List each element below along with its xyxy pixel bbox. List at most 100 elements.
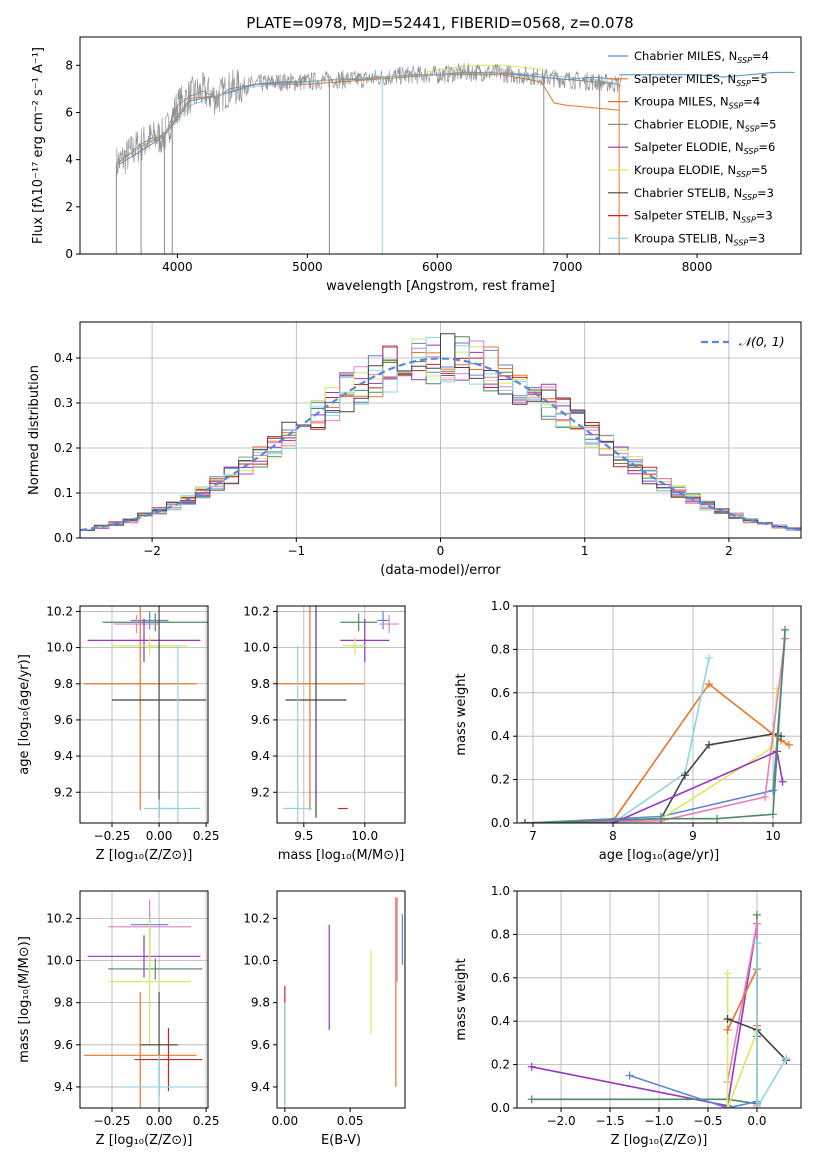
y-tick-label: 0.4 — [491, 1014, 510, 1028]
panel-weight-vs-Z: −2.0 −1.5 −1.0 −0.5 0.0 0.0 0.2 0.4 0.6 0.8 1.0 Z [… — [454, 884, 802, 1148]
x-tick-label: 6000 — [422, 260, 453, 274]
legend-label-tail: =3 — [757, 186, 774, 200]
y-tick-label: 0.4 — [491, 729, 510, 743]
legend-label: Kroupa STELIB, NSSP=3 — [634, 231, 765, 247]
y-tick-label: 9.6 — [251, 713, 270, 727]
y-tick-label: 9.8 — [54, 996, 73, 1010]
x-tick-label: 9 — [689, 829, 697, 843]
legend-label-sub: SSP — [744, 147, 759, 156]
y-tick-label: 9.8 — [54, 677, 73, 691]
y-tick-label: 2 — [65, 200, 73, 214]
y-tick-label: 9.6 — [54, 1038, 73, 1052]
legend-label-tail: =5 — [760, 117, 777, 131]
legend-label-main: Chabrier ELODIE, N — [634, 117, 745, 131]
x-tick-label: 2 — [725, 544, 733, 558]
legend-label: Chabrier ELODIE, NSSP=5 — [634, 117, 776, 133]
y-tick-label: 0.6 — [491, 686, 510, 700]
legend-label: Kroupa ELODIE, NSSP=5 — [634, 163, 768, 179]
y-tick-label: 0.8 — [491, 927, 510, 941]
y-tick-label: 10.0 — [46, 641, 73, 655]
x-tick-label: −0.25 — [94, 1114, 131, 1128]
axes-frame — [276, 605, 406, 824]
y-tick-label: 9.2 — [251, 785, 270, 799]
data-point-marker — [625, 1071, 634, 1080]
spectrum-data-noise — [116, 62, 622, 184]
y-tick-label: 9.4 — [54, 1080, 73, 1094]
data-point-marker — [785, 740, 793, 749]
y-tick-label: 9.6 — [54, 713, 73, 727]
axes-frame — [79, 890, 209, 1109]
x-axis-label: age [log₁₀(age/yr)] — [599, 848, 720, 863]
x-tick-label: −0.5 — [693, 1114, 722, 1128]
x-tick-label: 8000 — [682, 260, 713, 274]
y-tick-label: 10.0 — [46, 954, 73, 968]
y-tick-label: 9.4 — [251, 1080, 270, 1094]
y-tick-label: 0.2 — [491, 773, 510, 787]
data-point-marker — [769, 810, 777, 819]
legend-label-main: Chabrier MILES, N — [634, 49, 737, 63]
x-axis-label: E(B-V) — [321, 1133, 361, 1148]
series-line-7 — [756, 943, 787, 1108]
histogram-step — [80, 333, 801, 531]
axes-frame — [79, 605, 209, 824]
x-axis-label: mass [log₁₀(M/M⊙)] — [278, 848, 405, 863]
x-axis-label: Z [log₁₀(Z/Z⊙)] — [611, 1133, 708, 1148]
legend-label-sub: SSP — [741, 216, 756, 225]
x-tick-label: 0 — [437, 544, 445, 558]
data-point-marker — [778, 777, 787, 786]
series-line-1 — [118, 74, 620, 163]
legend-label-main: Salpeter ELODIE, N — [634, 140, 744, 154]
legend-label: Salpeter STELIB, NSSP=3 — [634, 209, 773, 225]
y-tick-label: 10.0 — [243, 641, 270, 655]
x-tick-label: 0.00 — [146, 1114, 173, 1128]
panel-mass-vs-Z: −0.25 0.00 0.25 9.4 9.6 9.8 10.0 10.2 Z [log₁₀(Z… — [17, 890, 219, 1148]
legend-label-sub: SSP — [737, 56, 752, 65]
legend-label: 𝒩(0, 1) — [739, 334, 785, 349]
data-point-marker — [752, 1104, 761, 1108]
x-tick-label: −1.0 — [644, 1114, 673, 1128]
data-point-marker — [782, 1054, 791, 1063]
data-point-marker — [723, 1015, 732, 1024]
y-tick-label: 9.2 — [54, 785, 73, 799]
x-tick-label: 0.00 — [146, 829, 173, 843]
data-point-marker — [521, 819, 529, 823]
x-tick-label: 0.00 — [271, 1114, 298, 1128]
series-line-1 — [525, 657, 710, 823]
y-tick-label: 9.8 — [251, 677, 270, 691]
y-tick-label: 8 — [65, 58, 73, 72]
legend-label: Chabrier MILES, NSSP=4 — [634, 49, 769, 65]
data-point-marker — [723, 1025, 732, 1034]
y-tick-label: 9.8 — [251, 996, 270, 1010]
series-line-6 — [525, 750, 784, 823]
legend-label: Kroupa MILES, NSSP=4 — [634, 95, 760, 111]
legend-label-main: Salpeter MILES, N — [634, 72, 736, 86]
x-tick-label: 10 — [765, 829, 780, 843]
plot-area-weight-vs-Z — [527, 910, 791, 1108]
y-axis-label: mass [log₁₀(M/M⊙)] — [17, 936, 32, 1063]
data-point-marker — [705, 680, 713, 689]
y-tick-label: 10.2 — [243, 911, 270, 925]
data-point-marker — [723, 969, 732, 978]
axes-frame — [516, 605, 802, 824]
panel-spectrum: 4000 5000 6000 7000 8000 0 2 4 6 8 wavelength [Ang… — [31, 36, 802, 294]
plot-area-residuals — [80, 333, 801, 532]
x-tick-label: 4000 — [162, 260, 193, 274]
axes-frame — [79, 36, 802, 255]
y-tick-label: 0.8 — [491, 642, 510, 656]
plot-area-mass-vs-Z — [83, 899, 203, 1108]
plot-area-spectrum — [115, 62, 795, 254]
panel-age-vs-Z: −0.25 0.00 0.25 9.2 9.4 9.6 9.8 10.0 10.2 Z [log₁… — [17, 604, 219, 863]
data-point-marker — [705, 740, 713, 749]
x-axis-label: Z [log₁₀(Z/Z⊙)] — [96, 848, 193, 863]
data-point-marker — [769, 743, 777, 752]
legend-label-tail: =5 — [751, 72, 768, 86]
y-tick-label: 1.0 — [491, 884, 510, 898]
plot-area-age-vs-mass — [277, 606, 399, 823]
y-tick-label: 0.2 — [54, 441, 73, 455]
y-tick-label: 0.6 — [491, 971, 510, 985]
y-tick-label: 9.4 — [54, 749, 73, 763]
x-tick-label: −1.5 — [595, 1114, 624, 1128]
legend-label-sub: SSP — [729, 102, 744, 111]
y-tick-label: 0.4 — [54, 351, 73, 365]
data-point-marker — [773, 684, 781, 693]
